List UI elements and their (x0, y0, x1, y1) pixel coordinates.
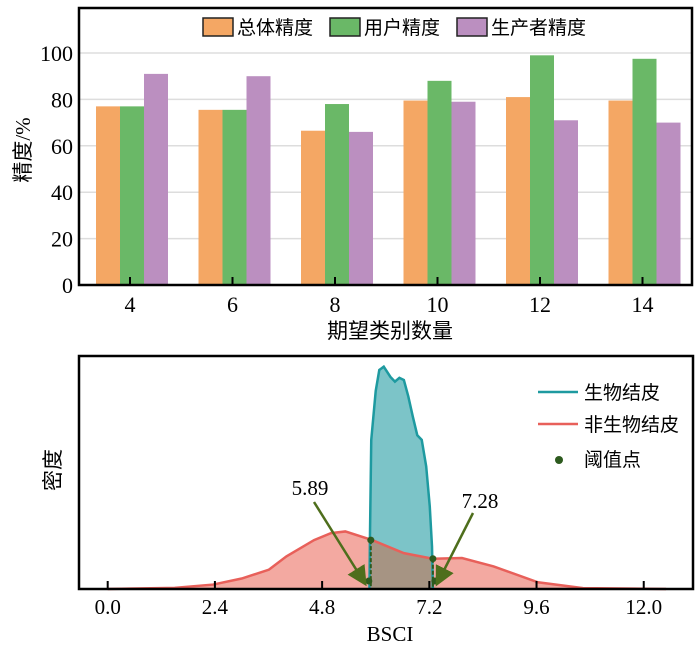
x-tick-label: 14 (632, 292, 654, 317)
x-tick-label: 8 (330, 292, 341, 317)
bar-12-0 (506, 97, 530, 285)
bar-10-0 (403, 100, 428, 285)
area-overlap (370, 540, 433, 589)
bar-14-0 (608, 100, 633, 285)
legend-label: 非生物结皮 (584, 414, 679, 436)
bar-10-1 (427, 80, 452, 285)
bar-8-2 (349, 131, 373, 285)
x-axis-label: BSCI (367, 622, 414, 646)
y-tick-label: 20 (51, 227, 73, 252)
x-tick-label: 7.2 (416, 595, 442, 619)
bar-14-1 (632, 58, 657, 285)
x-tick-label: 12.0 (625, 595, 662, 619)
legend-swatch (329, 17, 361, 37)
bar-4-2 (144, 73, 168, 285)
bar-12-2 (554, 120, 578, 285)
legend-label: 用户精度 (364, 17, 440, 39)
legend-label: 生产者精度 (491, 17, 586, 39)
bar-10-2 (451, 101, 476, 285)
bar-6-2 (246, 76, 271, 285)
annotation-label: 5.89 (292, 476, 329, 500)
legend-label: 生物结皮 (584, 382, 660, 404)
x-axis-label: 期望类别数量 (327, 319, 453, 343)
bar-12-1 (530, 55, 554, 285)
y-tick-label: 100 (40, 41, 73, 66)
annotation-label: 7.28 (462, 489, 499, 513)
legend-swatch (456, 17, 488, 37)
x-tick-label: 9.6 (523, 595, 549, 619)
bar-4-1 (120, 106, 144, 285)
x-tick-label: 12 (529, 292, 551, 317)
x-tick-label: 6 (227, 292, 238, 317)
threshold-point (429, 555, 437, 563)
threshold-point (367, 536, 375, 544)
legend-marker-threshold (555, 456, 563, 464)
legend-swatch (202, 17, 234, 37)
x-tick-label: 4.8 (309, 595, 335, 619)
y-tick-label: 40 (51, 180, 73, 205)
x-tick-label: 10 (427, 292, 449, 317)
area-biocrust (369, 366, 433, 589)
legend-label: 阈值点 (584, 449, 641, 471)
line-non-biocrust (107, 530, 667, 591)
y-tick-label: 0 (62, 273, 73, 298)
y-axis-label: 精度/% (11, 117, 35, 182)
bar-8-0 (301, 130, 325, 285)
annotation-arrow (312, 501, 367, 587)
plot-frame (77, 6, 694, 287)
bar-4-0 (96, 106, 120, 285)
x-tick-label: 0.0 (95, 595, 121, 619)
annotation-arrow (435, 512, 475, 587)
bar-6-1 (222, 109, 247, 285)
line-biocrust (368, 364, 435, 590)
bar-8-1 (325, 104, 349, 285)
x-tick-label: 2.4 (202, 595, 229, 619)
x-tick-label: 4 (125, 292, 136, 317)
plot-frame (77, 354, 695, 591)
bar-14-2 (656, 122, 681, 285)
bar-6-0 (198, 109, 223, 285)
y-tick-label: 60 (51, 134, 73, 159)
y-axis-label: 密度 (41, 449, 65, 491)
legend-label: 总体精度 (237, 17, 313, 39)
y-tick-label: 80 (51, 87, 73, 112)
threshold-base-point (365, 577, 373, 585)
